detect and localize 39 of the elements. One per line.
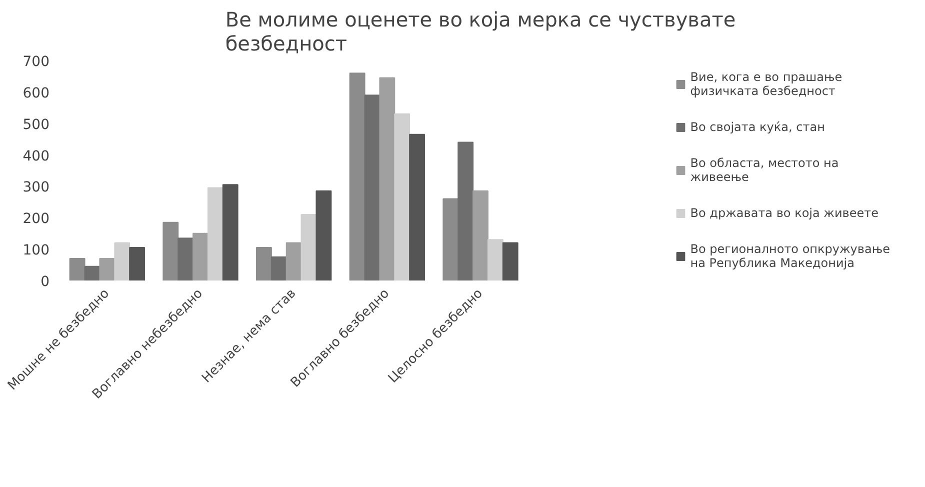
bar [222, 184, 238, 280]
bar [270, 256, 287, 280]
bar [364, 94, 380, 280]
y-tick-label: 500 [22, 116, 50, 133]
bar [394, 113, 410, 280]
legend-label: Во регионалното опкружување на Република Македонија [690, 242, 890, 270]
y-tick-label: 400 [22, 148, 50, 164]
bar [162, 222, 179, 280]
bar [379, 77, 396, 280]
y-tick-label: 700 [22, 54, 50, 70]
legend-label: Во државата во која живеете [690, 206, 878, 220]
bar [409, 134, 425, 280]
bar [114, 242, 130, 280]
y-tick-label: 600 [22, 85, 50, 102]
bar [458, 142, 474, 280]
bar [300, 214, 317, 280]
bar [502, 242, 518, 280]
legend-label: Вие, кога е во прашање физичката безбедност [690, 70, 842, 98]
bar [192, 232, 208, 280]
y-tick-label: 200 [22, 211, 50, 228]
bar [99, 258, 116, 280]
bar [129, 247, 145, 280]
bar [69, 258, 86, 280]
bar [442, 198, 459, 280]
bar [316, 190, 332, 280]
bar [286, 242, 302, 280]
y-tick-label: 0 [40, 274, 50, 290]
y-tick-label: 100 [22, 242, 50, 259]
legend-label: Во својата куќа, стан [690, 120, 825, 134]
bar [178, 238, 194, 280]
chart-title: Ве молиме оценете во која мерка се чуствувате безбедност [225, 8, 736, 56]
legend-label: Во областа, местото на живеење [690, 156, 839, 184]
bar [256, 247, 272, 280]
bar [207, 187, 224, 280]
bar [472, 190, 488, 280]
bar [487, 239, 504, 280]
bar [84, 266, 100, 280]
bar [349, 72, 366, 280]
y-tick-label: 300 [22, 180, 50, 196]
